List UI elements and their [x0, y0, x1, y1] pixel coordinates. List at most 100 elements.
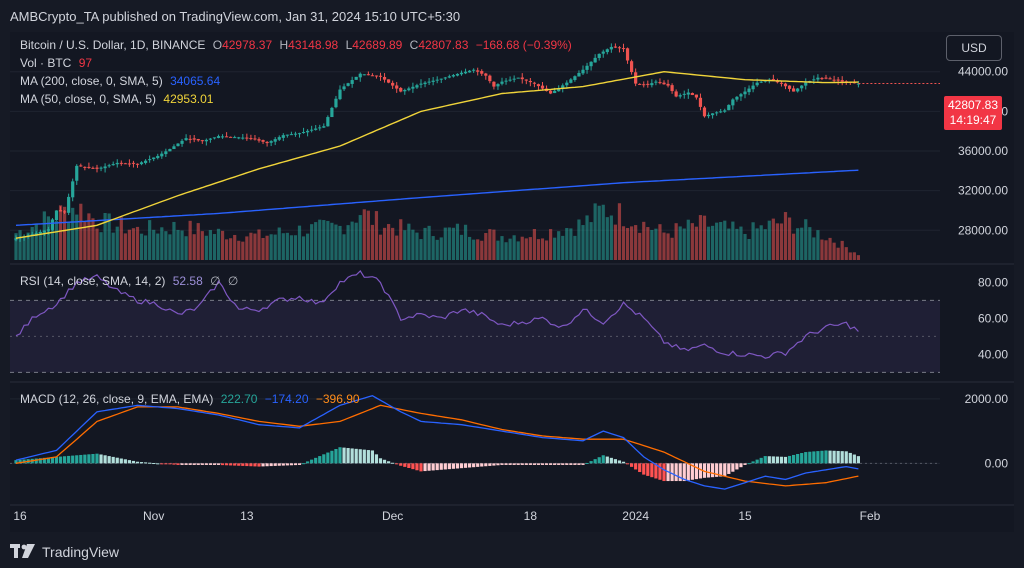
macd-histogram-bar [176, 463, 180, 465]
macd-histogram-bar [816, 451, 820, 464]
volume-bar [840, 240, 844, 260]
macd-histogram-bar [391, 462, 395, 464]
macd-histogram-bar [265, 463, 269, 467]
candle-body [237, 137, 241, 139]
symbol-label[interactable]: Bitcoin / U.S. Dollar, 1D, BINANCE [20, 38, 206, 52]
macd-histogram-bar [135, 461, 140, 464]
macd-histogram-bar [58, 456, 63, 464]
candle-body [832, 79, 836, 81]
candle-body [395, 85, 399, 89]
macd-histogram-bar [297, 463, 302, 465]
time-axis-tick: 13 [240, 509, 254, 523]
volume-bar [484, 233, 488, 260]
currency-button[interactable]: USD [946, 35, 1002, 61]
volume-bar [180, 230, 184, 260]
candle-body [431, 80, 435, 82]
candle-body [800, 85, 804, 89]
macd-histogram-bar [443, 463, 447, 470]
macd-histogram-bar [216, 463, 221, 465]
macd-histogram-bar [634, 463, 638, 470]
macd-histogram-bar [852, 454, 856, 464]
chart-canvas[interactable]: 28000.0032000.0036000.0040000.0044000.00… [10, 32, 1014, 532]
macd-histogram-bar [447, 463, 451, 470]
chart-area[interactable]: 28000.0032000.0036000.0040000.0044000.00… [10, 32, 1014, 532]
rsi-label[interactable]: RSI (14, close, SMA, 14, 2) [20, 274, 166, 288]
macd-histogram-bar [387, 461, 391, 464]
candle-body [180, 140, 184, 144]
macd-histogram-bar [779, 456, 784, 464]
currency-label: USD [961, 41, 987, 55]
ma200-label[interactable]: MA (200, close, 0, SMA, 5) [20, 74, 163, 88]
volume-bar [144, 235, 148, 260]
candle-body [123, 163, 127, 165]
macd-histogram-bar [532, 463, 536, 465]
macd-histogram-bar [512, 463, 516, 465]
candle-body [573, 76, 577, 80]
macd-histogram-bar [310, 459, 314, 464]
candle-body [796, 88, 800, 92]
candle-body [654, 81, 658, 83]
tradingview-logo-icon[interactable] [10, 544, 36, 560]
volume-bar [54, 220, 59, 260]
candle-body [257, 139, 261, 141]
ma50-label[interactable]: MA (50, close, 0, SMA, 5) [20, 92, 157, 106]
footer-brand[interactable]: TradingView [42, 544, 120, 560]
volume-bar [403, 230, 407, 260]
volume-bar [715, 222, 719, 260]
macd-histogram-bar [95, 453, 99, 464]
macd-histogram-bar [225, 463, 229, 466]
candle-body [536, 84, 541, 87]
volume-bar [225, 239, 229, 260]
macd-histogram-bar [585, 463, 589, 465]
volume-bar [297, 225, 302, 260]
macd-label[interactable]: MACD (12, 26, close, 9, EMA, EMA) [20, 392, 214, 406]
candle-body [241, 137, 245, 139]
candle-body [14, 238, 18, 241]
macd-histogram-bar [281, 463, 285, 466]
candle-body [285, 134, 289, 136]
candle-body [638, 83, 642, 85]
candle-body [403, 89, 407, 92]
volume-bar [472, 239, 476, 260]
volume-bar [848, 252, 852, 260]
candle-body [719, 111, 723, 113]
macd-histogram-bar [212, 463, 217, 465]
macd-histogram-bar [796, 453, 800, 464]
volume-bar [71, 207, 75, 260]
macd-histogram-bar [119, 458, 123, 464]
candle-body [87, 166, 91, 168]
macd-histogram-bar [646, 463, 650, 476]
volume-bar [261, 237, 265, 260]
candle-body [382, 76, 387, 80]
macd-histogram-bar [257, 463, 261, 467]
candle-body [99, 167, 103, 169]
candle-body [30, 234, 34, 236]
volume-bar [492, 229, 496, 260]
macd-histogram-bar [771, 456, 775, 464]
volume-bar [22, 236, 26, 260]
volume-bar [237, 240, 241, 260]
candle-body [609, 46, 613, 50]
macd-histogram-bar [520, 463, 524, 465]
time-axis-tick: Nov [143, 509, 164, 523]
candle-body [188, 138, 192, 140]
macd-histogram-bar [431, 463, 435, 471]
candle-body [277, 137, 281, 140]
candle-body [306, 130, 310, 133]
candle-body [589, 61, 593, 67]
candle-body [816, 77, 820, 80]
volume-bar [160, 227, 164, 260]
volume-bar [322, 220, 326, 260]
macd-hist-value: 222.70 [220, 392, 258, 406]
volume-bar [439, 237, 443, 260]
candle-body [666, 83, 670, 86]
volume-label[interactable]: Vol · BTC [20, 56, 72, 70]
volume-bar [127, 229, 131, 260]
last-price-tag: 42807.83 14:19:47 [944, 96, 1002, 130]
volume-bar [152, 229, 156, 260]
macd-histogram-bar [812, 451, 816, 464]
candle-body [577, 72, 581, 77]
volume-bar [18, 230, 22, 260]
volume-bar [34, 223, 38, 260]
price-legend: Bitcoin / U.S. Dollar, 1D, BINANCE O4297… [20, 38, 576, 52]
